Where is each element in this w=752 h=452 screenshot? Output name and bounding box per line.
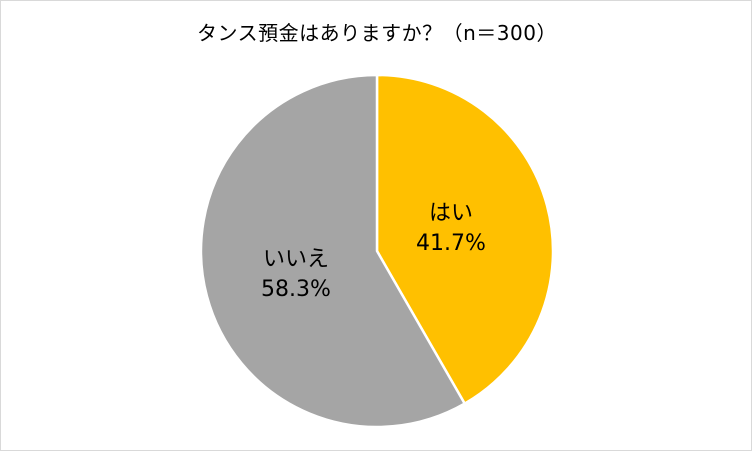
- slice-label-yes: はい 41.7%: [411, 199, 491, 259]
- slice-value-no: 58.3%: [261, 277, 331, 302]
- slice-label-no: いいえ 58.3%: [251, 245, 341, 305]
- slice-category-no: いいえ: [262, 247, 329, 272]
- slice-value-yes: 41.7%: [416, 231, 486, 256]
- chart-title: タンス預金はありますか？（n＝300）: [197, 21, 557, 45]
- pie-slice-no: [199, 73, 466, 429]
- pie-slice-yes: [375, 73, 555, 405]
- slice-category-yes: はい: [428, 201, 473, 226]
